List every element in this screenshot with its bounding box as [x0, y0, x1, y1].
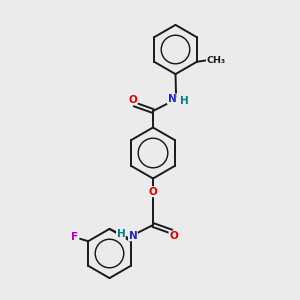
Text: O: O	[128, 94, 137, 105]
Text: O: O	[148, 187, 158, 197]
Text: CH₃: CH₃	[206, 56, 226, 65]
Text: H: H	[179, 96, 188, 106]
Text: N: N	[167, 94, 176, 104]
Text: N: N	[128, 231, 137, 241]
Text: O: O	[169, 231, 178, 242]
Text: F: F	[70, 232, 78, 242]
Text: H: H	[116, 229, 125, 239]
